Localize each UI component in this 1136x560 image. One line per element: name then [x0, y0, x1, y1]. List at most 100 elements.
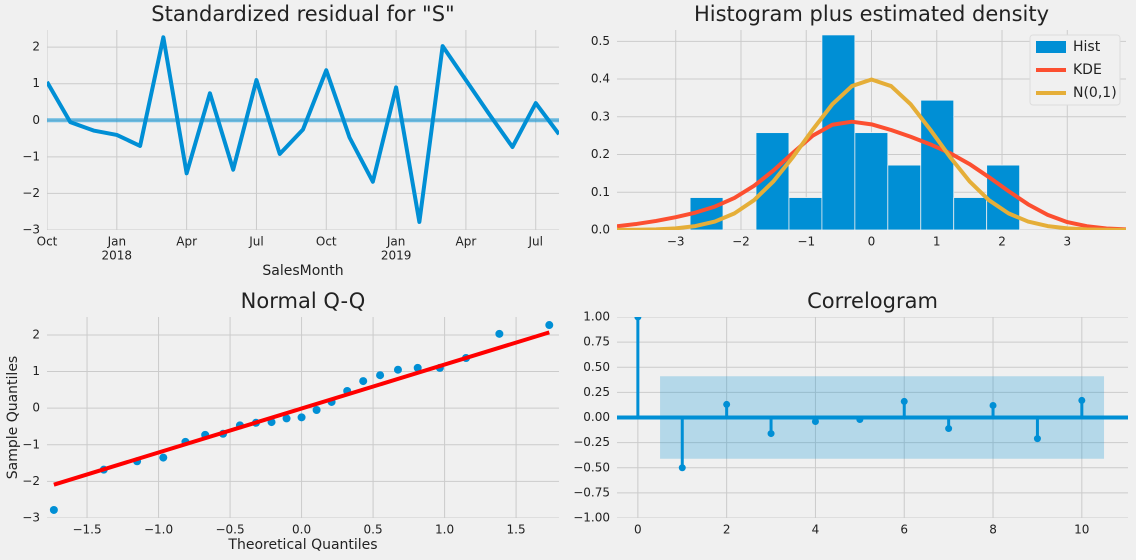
- y-tick-label: −2: [22, 474, 40, 488]
- stem-marker: [767, 430, 775, 438]
- hist-bar: [920, 99, 955, 230]
- x-tick-label: 2: [998, 235, 1006, 249]
- y-tick-label: −0.75: [573, 485, 610, 499]
- x-tick-label: Apr: [456, 235, 477, 249]
- legend-label: N(0,1): [1073, 85, 1117, 101]
- y-tick-label: −1: [22, 149, 40, 163]
- qq-point: [413, 363, 422, 372]
- stem-marker: [811, 418, 819, 426]
- chart-title: Histogram plus estimated density: [694, 2, 1049, 26]
- y-tick-label: −3: [22, 223, 40, 237]
- y-tick-label: 1: [32, 364, 40, 378]
- stem-marker: [678, 464, 686, 472]
- x-tick-label: 0: [634, 523, 642, 537]
- density-line: [617, 119, 1126, 230]
- x-axis-label: SalesMonth: [262, 263, 343, 279]
- y-tick-label: 0: [32, 401, 40, 415]
- x-tick-label: −1.5: [72, 523, 101, 537]
- x-tick-label: 1.0: [435, 523, 454, 537]
- y-tick-label: 0.25: [583, 385, 610, 399]
- hist-bar: [854, 132, 889, 230]
- y-tick-label: 0: [32, 113, 40, 127]
- stem-marker: [900, 397, 908, 405]
- x-tick-label: Apr: [176, 235, 197, 249]
- y-tick-label: 0.0: [591, 223, 610, 237]
- x-tick-label: 4: [812, 523, 820, 537]
- x-tick-label: 0.5: [364, 523, 383, 537]
- qq-point: [495, 329, 504, 338]
- y-tick-label: −2: [22, 186, 40, 200]
- y-tick-label: 2: [32, 40, 40, 54]
- chart-title: Standardized residual for "S": [151, 2, 454, 26]
- x-tick-label: −2: [732, 235, 750, 249]
- y-tick-label: −3: [22, 511, 40, 525]
- y-tick-label: 1.00: [583, 310, 610, 324]
- y-tick-label: 0.3: [591, 109, 610, 123]
- y-tick-label: −1.00: [573, 511, 610, 525]
- y-tick-label: 0.00: [583, 410, 610, 424]
- qq-point: [376, 371, 385, 380]
- stem-marker: [723, 400, 731, 408]
- residual-line: [47, 35, 559, 224]
- plot-area: [617, 317, 1128, 518]
- plot-area: [47, 30, 559, 230]
- x-tick-label: Oct: [316, 235, 337, 249]
- x-tick-label: 0.0: [292, 523, 311, 537]
- qq-point: [359, 377, 368, 386]
- y-tick-label: 0.2: [591, 147, 610, 161]
- x-tick-label: 1: [933, 235, 941, 249]
- x-tick-label: Oct: [37, 235, 58, 249]
- qq-point: [545, 321, 554, 330]
- qq-point: [393, 365, 402, 374]
- qq-point: [297, 413, 306, 422]
- hist-bar: [953, 197, 988, 230]
- density-line: [617, 77, 1126, 230]
- legend-label: Hist: [1073, 39, 1101, 55]
- x-tick-label: 0: [868, 235, 876, 249]
- stem-marker: [945, 425, 953, 433]
- y-tick-label: 0.1: [591, 185, 610, 199]
- hist-bar: [887, 164, 922, 230]
- x-tick-label: 8: [989, 523, 997, 537]
- x-tick-label: Jul: [527, 235, 542, 249]
- hist-bar: [788, 197, 823, 230]
- y-tick-label: −1: [22, 437, 40, 451]
- stem-marker: [634, 317, 642, 321]
- x-tick-label: −1: [797, 235, 815, 249]
- hist-bar: [821, 34, 856, 230]
- y-tick-label: 1: [32, 76, 40, 90]
- x-tick-label: −3: [667, 235, 685, 249]
- legend-swatch: [1036, 41, 1066, 53]
- plot-area: [617, 30, 1126, 230]
- y-tick-label: 0.4: [591, 72, 610, 86]
- x-tick-label: 2: [723, 523, 731, 537]
- qq-point: [49, 505, 58, 514]
- y-tick-label: −0.50: [573, 460, 610, 474]
- stem-marker: [1078, 396, 1086, 404]
- x-tick-sublabel: 2019: [381, 249, 412, 263]
- x-tick-label: −1.0: [144, 523, 173, 537]
- y-tick-label: −0.25: [573, 435, 610, 449]
- qq-point: [159, 453, 168, 462]
- chart-title: Normal Q-Q: [241, 289, 366, 313]
- y-tick-label: 0.5: [591, 34, 610, 48]
- x-tick-label: 1.5: [507, 523, 526, 537]
- x-tick-label: Jul: [248, 235, 263, 249]
- plot-area: [47, 317, 559, 518]
- x-tick-label: 3: [1063, 235, 1071, 249]
- chart-title: Correlogram: [807, 289, 938, 313]
- y-tick-label: 0.75: [583, 335, 610, 349]
- x-tick-sublabel: 2018: [102, 249, 133, 263]
- stem-marker: [989, 401, 997, 409]
- fit-line: [53, 330, 550, 487]
- y-tick-label: 0.50: [583, 360, 610, 374]
- x-tick-label: Jan: [386, 235, 406, 249]
- x-tick-label: −0.5: [215, 523, 244, 537]
- stem-marker: [1033, 435, 1041, 443]
- legend-label: KDE: [1073, 62, 1102, 78]
- y-tick-label: 2: [32, 327, 40, 341]
- x-tick-label: 6: [900, 523, 908, 537]
- qq-point: [282, 414, 291, 423]
- x-tick-label: 10: [1074, 523, 1089, 537]
